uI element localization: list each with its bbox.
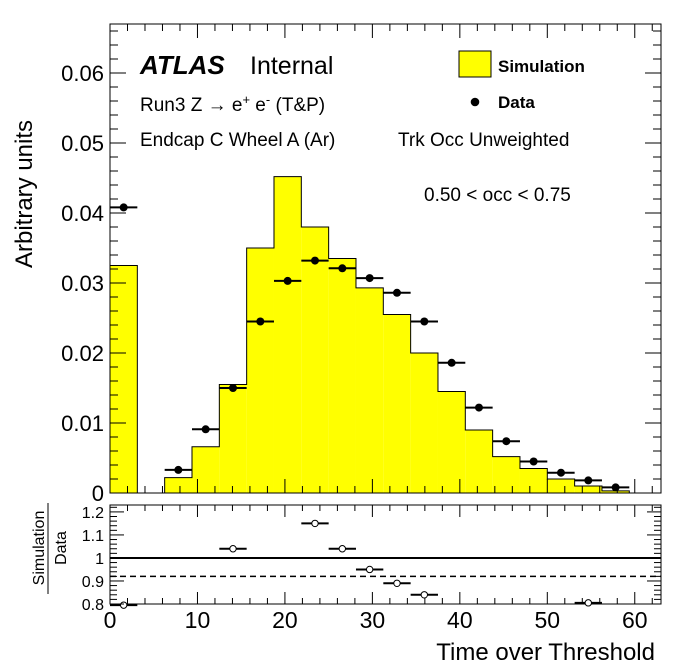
ratio-y-tick-label: 1 — [95, 551, 104, 568]
data-point — [584, 476, 593, 485]
ratio-axes: 0 10 20 30 40 50 60 0.8 0.9 1 1.1 1.2 — [82, 505, 661, 633]
data-point — [256, 317, 265, 326]
legend-data-label: Data — [498, 93, 535, 112]
atlas-label: ATLAS — [139, 50, 225, 80]
ratio-points — [110, 519, 602, 609]
main-y-tick-label: 0.02 — [61, 341, 104, 366]
data-point — [310, 256, 319, 265]
main-y-tick-label: 0.03 — [61, 271, 104, 296]
data-point — [392, 288, 401, 297]
ratio-point — [338, 545, 347, 553]
simulation-bar — [355, 287, 384, 493]
simulation-bar — [410, 353, 438, 493]
ratio-y-axis-label: Simulation Data — [31, 503, 70, 594]
simulation-outline — [109, 176, 657, 494]
legend-simulation-swatch — [458, 50, 492, 78]
ratio-y-label-numerator: Simulation — [31, 511, 48, 586]
simulation-histogram — [109, 176, 657, 494]
data-point — [474, 403, 483, 412]
data-point — [502, 437, 511, 446]
main-y-tick-label: 0.06 — [61, 61, 104, 86]
main-plot-frame — [109, 23, 662, 494]
x-axis-label: Time over Threshold — [436, 639, 655, 666]
ratio-point — [311, 519, 319, 528]
legend-data-marker — [470, 97, 480, 107]
ratio-reference-lines — [110, 556, 661, 578]
main-axes: 0 0.01 0.02 0.03 0.04 0.05 0.06 — [61, 24, 661, 506]
x-tick-label: 0 — [104, 607, 117, 633]
data-point — [228, 384, 237, 392]
simulation-bar — [519, 468, 548, 493]
simulation-bar — [492, 456, 520, 493]
ratio-y-tick-label: 0.9 — [82, 574, 104, 591]
simulation-bar — [246, 248, 274, 493]
simulation-bar — [273, 176, 302, 493]
x-tick-label: 20 — [272, 607, 298, 633]
simulation-bar — [219, 384, 247, 493]
ratio-plot-frame — [109, 504, 662, 605]
x-tick-label: 50 — [535, 607, 561, 633]
data-point — [447, 358, 456, 367]
legend: Simulation Data — [458, 50, 585, 112]
simulation-bar — [383, 314, 411, 493]
process-label: Run3 Z → e+ e- (T&P) — [140, 92, 325, 116]
data-point — [338, 264, 347, 273]
simulation-bar — [164, 477, 192, 493]
data-point — [611, 483, 620, 492]
ratio-y-tick-label: 1.1 — [82, 528, 104, 545]
data-point — [174, 465, 183, 474]
ratio-point — [393, 579, 401, 587]
data-point — [365, 274, 374, 283]
ratio-y-tick-label: 0.8 — [82, 597, 104, 614]
atlas-internal-label: Internal — [250, 52, 333, 80]
simulation-bar — [191, 446, 220, 493]
data-point — [201, 425, 210, 434]
data-point — [529, 457, 538, 466]
data-point — [556, 468, 565, 477]
occupancy-range-label: 0.50 < occ < 0.75 — [424, 185, 571, 206]
ratio-point — [229, 545, 237, 553]
main-y-tick-label: 0.01 — [61, 411, 104, 436]
ratio-point — [119, 601, 128, 609]
ratio-point — [420, 591, 429, 599]
region-label: Endcap C Wheel A (Ar) — [140, 130, 335, 151]
x-tick-label: 30 — [360, 607, 386, 633]
ratio-y-tick-label: 1.2 — [82, 505, 104, 522]
main-y-axis-label: Arbitrary units — [11, 120, 38, 268]
x-tick-label: 60 — [622, 607, 648, 633]
ratio-point — [365, 565, 374, 574]
ratio-y-label-denominator: Data — [53, 531, 70, 565]
simulation-bar — [301, 227, 329, 493]
data-points — [110, 203, 630, 492]
simulation-bar — [601, 490, 630, 493]
data-point — [420, 317, 429, 326]
main-y-tick-label: 0.04 — [61, 201, 104, 226]
ratio-point — [584, 599, 592, 607]
simulation-bar — [328, 258, 356, 493]
data-point — [119, 203, 128, 212]
simulation-bar — [437, 391, 466, 493]
simulation-bar — [110, 265, 138, 493]
x-tick-label: 40 — [447, 607, 473, 633]
main-y-tick-label: 0 — [92, 481, 104, 506]
main-y-tick-label: 0.05 — [61, 131, 104, 156]
simulation-bar — [465, 430, 493, 493]
simulation-bar — [547, 479, 575, 493]
data-point — [283, 276, 292, 285]
simulation-bar — [574, 486, 602, 493]
method-label: Trk Occ Unweighted — [398, 130, 569, 151]
legend-simulation-label: Simulation — [498, 57, 585, 76]
x-tick-label: 10 — [185, 607, 211, 633]
